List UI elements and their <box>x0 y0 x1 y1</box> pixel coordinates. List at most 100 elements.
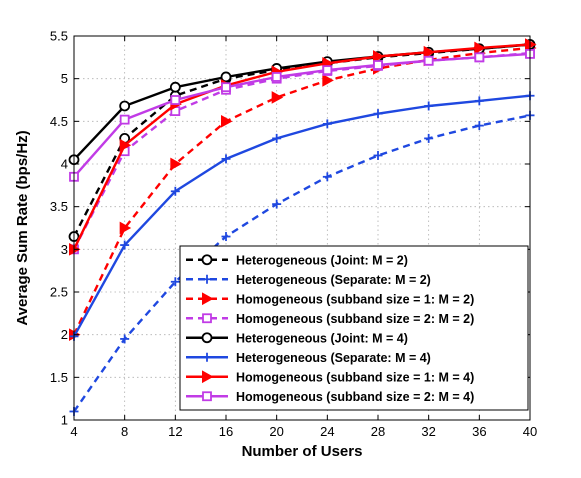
legend-label: Heterogeneous (Separate: M = 4) <box>236 351 431 365</box>
series-8 <box>69 49 535 182</box>
y-tick-label: 5 <box>61 71 68 86</box>
data-point <box>170 95 181 105</box>
series-line <box>73 114 531 413</box>
legend-label: Heterogeneous (Separate: M = 2) <box>236 273 431 287</box>
series-lines <box>68 38 537 416</box>
data-point <box>221 154 231 164</box>
data-point <box>169 81 181 93</box>
legend-label: Homogeneous (subband size = 1: M = 4) <box>236 370 474 384</box>
data-point <box>322 74 334 87</box>
series-line <box>72 46 531 336</box>
data-point <box>373 50 385 63</box>
legend-marker <box>202 292 214 306</box>
legend-item: Homogeneous (subband size = 2: M = 2) <box>186 312 474 326</box>
x-axis-label: Number of Users <box>242 443 363 460</box>
y-tick-label: 4.5 <box>50 114 68 129</box>
y-tick-label: 2 <box>61 327 68 342</box>
series-line <box>73 52 531 178</box>
data-point <box>220 71 232 83</box>
x-tick-label: 28 <box>371 424 385 439</box>
legend-marker <box>202 313 212 324</box>
legend: Heterogeneous (Joint: M = 2) Heterogeneou… <box>179 245 529 411</box>
y-tick-label: 2.5 <box>50 285 68 300</box>
legend-label: Homogeneous (subband size = 2: M = 2) <box>236 312 474 326</box>
legend-label: Homogeneous (subband size = 1: M = 2) <box>236 292 474 306</box>
y-tick-label: 1 <box>61 413 68 428</box>
legend-marker <box>201 254 213 266</box>
data-point <box>423 45 436 59</box>
series-4 <box>69 48 535 255</box>
series-1 <box>68 39 536 242</box>
x-tick-label: 20 <box>269 424 283 439</box>
y-tick-label: 1.5 <box>50 370 68 385</box>
legend-item: Heterogeneous (Joint: M = 4) <box>186 331 408 345</box>
data-point <box>322 172 332 182</box>
legend-item: Heterogeneous (Separate: M = 4) <box>186 351 431 365</box>
y-tick-label: 5.5 <box>50 29 68 44</box>
series-6 <box>69 91 535 341</box>
legend-marker <box>202 370 214 384</box>
plot-frame <box>73 35 531 421</box>
data-point <box>474 96 484 106</box>
legend-item: Homogeneous (subband size = 2: M = 4) <box>186 390 474 404</box>
legend-marker <box>202 274 212 284</box>
series-7 <box>69 38 537 256</box>
legend-marker <box>202 352 212 362</box>
x-tick-label: 40 <box>523 424 537 439</box>
legend-label: Heterogeneous (Joint: M = 2) <box>236 253 408 267</box>
x-tick-label: 24 <box>320 424 334 439</box>
data-point <box>322 119 332 129</box>
y-tick-label: 3 <box>61 242 68 257</box>
x-tick-label: 36 <box>472 424 486 439</box>
legend-marker <box>202 391 212 402</box>
x-tick-label: 4 <box>70 424 77 439</box>
legend-marker <box>201 332 213 344</box>
x-tick-label: 32 <box>421 424 435 439</box>
data-point <box>271 72 282 82</box>
legend-item: Heterogeneous (Separate: M = 2) <box>186 273 431 287</box>
data-point <box>271 91 284 104</box>
data-point <box>424 133 434 143</box>
axis-ticks: 4 8 12 16 20 24 28 32 36 40 1 1.5 2 2.5 3 3.5 4 4.5 5 5.5 <box>50 29 537 440</box>
data-point <box>424 101 434 111</box>
data-point <box>170 186 180 196</box>
data-point <box>474 121 484 131</box>
data-point <box>272 133 282 143</box>
data-point <box>170 277 180 287</box>
series-line <box>72 51 531 250</box>
series-line <box>72 43 531 250</box>
data-point <box>474 52 485 63</box>
data-point <box>119 138 132 152</box>
data-point <box>373 109 383 119</box>
y-tick-label: 3.5 <box>50 199 68 214</box>
x-tick-label: 12 <box>168 424 182 439</box>
data-point <box>474 41 486 55</box>
y-tick-label: 4 <box>61 157 68 172</box>
legend-item: Homogeneous (subband size = 1: M = 4) <box>186 370 474 384</box>
data-point <box>120 240 130 250</box>
legend-box <box>179 245 529 411</box>
data-point <box>322 65 333 76</box>
data-point <box>221 114 233 128</box>
data-point <box>221 82 231 93</box>
x-tick-label: 16 <box>219 424 233 439</box>
legend-label: Heterogeneous (Joint: M = 4) <box>236 331 408 345</box>
legend-label: Homogeneous (subband size = 2: M = 4) <box>236 390 474 404</box>
data-point <box>373 150 383 160</box>
data-point <box>373 60 383 70</box>
legend-item: Homogeneous (subband size = 1: M = 2) <box>186 292 474 306</box>
data-point <box>221 232 231 242</box>
legend-item: Heterogeneous (Joint: M = 2) <box>186 253 408 267</box>
series-line <box>72 94 531 337</box>
data-point <box>423 55 434 66</box>
data-point <box>119 100 131 112</box>
data-point <box>170 157 182 171</box>
data-point <box>272 199 282 209</box>
y-axis-label: Average Sum Rate (bps/Hz) <box>14 130 31 325</box>
x-tick-label: 8 <box>121 424 128 439</box>
data-point <box>120 334 130 344</box>
data-point <box>119 221 132 235</box>
data-point <box>119 114 130 125</box>
